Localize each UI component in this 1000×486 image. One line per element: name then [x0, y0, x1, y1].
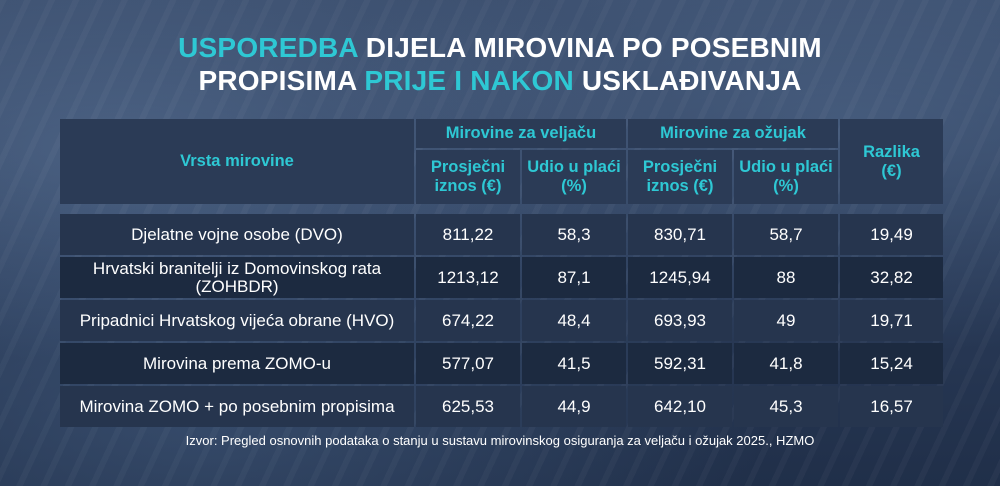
cell-feb-share: 58,3: [522, 214, 626, 255]
cell-mar-average: 830,71: [628, 214, 732, 255]
cell-feb-average: 674,22: [416, 300, 520, 341]
cell-difference: 16,57: [840, 386, 944, 427]
cell-feb-average: 577,07: [416, 343, 520, 384]
cell-vrsta: Mirovina prema ZOMO-u: [60, 343, 414, 384]
cell-mar-share: 41,8: [734, 343, 839, 384]
cell-feb-share: 44,9: [522, 386, 626, 427]
cell-feb-share: 48,4: [522, 300, 626, 341]
title-line-1: USPOREDBA DIJELA MIROVINA PO POSEBNIM: [178, 32, 822, 63]
header-feb-average: Prosječni iznos (€): [416, 150, 520, 204]
cell-vrsta: Hrvatski branitelji iz Domovinskog rata …: [60, 257, 414, 298]
cell-difference: 15,24: [840, 343, 944, 384]
header-group-march: Mirovine za ožujak: [628, 119, 839, 148]
cell-vrsta: Mirovina ZOMO + po posebnim propisima: [60, 386, 414, 427]
cell-difference: 19,71: [840, 300, 944, 341]
header-difference: Razlika (€): [840, 119, 944, 204]
header-mar-average: Prosječni iznos (€): [628, 150, 732, 204]
table-row: Mirovina prema ZOMO-u 577,07 41,5 592,31 41,…: [60, 343, 944, 384]
header-vrsta-mirovine: Vrsta mirovine: [60, 119, 414, 204]
header-mar-share: Udio u plaći (%): [734, 150, 839, 204]
header-group-february: Mirovine za veljaču: [416, 119, 626, 148]
header-feb-share: Udio u plaći (%): [522, 150, 626, 204]
cell-mar-share: 58,7: [734, 214, 839, 255]
cell-mar-average: 693,93: [628, 300, 732, 341]
cell-feb-share: 41,5: [522, 343, 626, 384]
cell-difference: 19,49: [840, 214, 944, 255]
table-row: Mirovina ZOMO + po posebnim propisima 625…: [60, 386, 944, 427]
cell-feb-average: 625,53: [416, 386, 520, 427]
cell-mar-average: 642,10: [628, 386, 732, 427]
cell-mar-share: 49: [734, 300, 839, 341]
cell-mar-average: 1245,94: [628, 257, 732, 298]
cell-feb-average: 811,22: [416, 214, 520, 255]
title-line-2: PROPISIMA PRIJE I NAKON USKLAĐIVANJA: [198, 65, 802, 96]
table-row: Pripadnici Hrvatskog vijeća obrane (HVO)…: [60, 300, 944, 341]
cell-feb-share: 87,1: [522, 257, 626, 298]
table-row: Djelatne vojne osobe (DVO) 811,22 58,3 830,…: [60, 214, 944, 255]
cell-mar-average: 592,31: [628, 343, 732, 384]
cell-feb-average: 1213,12: [416, 257, 520, 298]
page-title: USPOREDBA DIJELA MIROVINA PO POSEBNIM PR…: [0, 31, 1000, 97]
cell-mar-share: 45,3: [734, 386, 839, 427]
cell-mar-share: 88: [734, 257, 839, 298]
pension-table: Vrsta mirovine Mirovine za veljaču Mirov…: [58, 117, 944, 429]
table-body: Djelatne vojne osobe (DVO) 811,22 58,3 830,…: [60, 206, 944, 427]
cell-vrsta: Pripadnici Hrvatskog vijeća obrane (HVO): [60, 300, 414, 341]
source-note: Izvor: Pregled osnovnih podataka o stanj…: [185, 433, 815, 448]
table-row: Hrvatski branitelji iz Domovinskog rata …: [60, 257, 944, 298]
cell-vrsta: Djelatne vojne osobe (DVO): [60, 214, 414, 255]
cell-difference: 32,82: [840, 257, 944, 298]
